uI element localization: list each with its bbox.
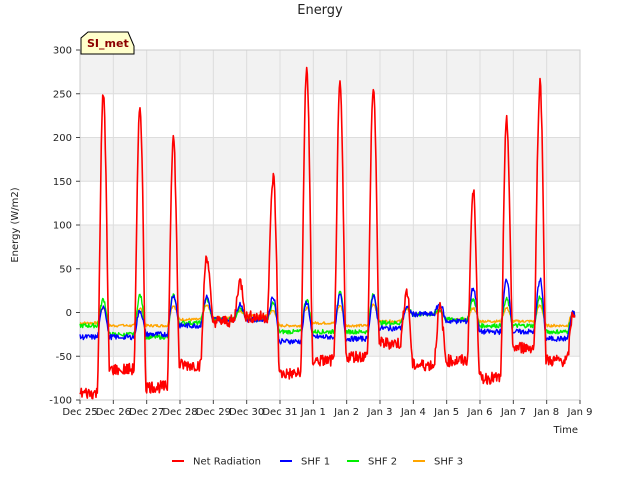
y-tick-label: 300 (53, 46, 72, 57)
site-badge-label: SI_met (87, 37, 129, 50)
x-tick-label: Jan 5 (433, 407, 459, 418)
x-tick-label: Dec 30 (229, 407, 264, 418)
x-tick-label: Jan 7 (500, 407, 526, 418)
series-line-shf-2 (79, 290, 576, 340)
series-lines (79, 66, 576, 400)
x-tick-label: Dec 31 (262, 407, 297, 418)
y-tick-label: 250 (53, 89, 72, 100)
y-tick-label: 0 (66, 308, 72, 319)
y-tick-label: 150 (53, 177, 72, 188)
x-tick-label: Dec 25 (62, 407, 97, 418)
x-tick-label: Jan 1 (300, 407, 326, 418)
x-tick-label: Jan 8 (533, 407, 559, 418)
x-tick-label: Jan 9 (567, 407, 593, 418)
x-tick-label: Jan 6 (467, 407, 493, 418)
site-badge: SI_met (80, 31, 135, 55)
series-line-net-radiation (79, 66, 576, 400)
legend-label: SHF 3 (434, 457, 463, 468)
series-line-shf-1 (79, 277, 576, 345)
x-axis-label: Time (553, 425, 578, 436)
x-tick-label: Dec 27 (129, 407, 164, 418)
x-tick-label: Jan 4 (400, 407, 426, 418)
legend-label: Net Radiation (193, 457, 261, 468)
x-tick-label: Jan 3 (367, 407, 393, 418)
chart-title: Energy (297, 3, 343, 18)
background-band (80, 137, 580, 182)
y-axis: -100 -50 0 50 100 150 200 250 300 (49, 46, 80, 407)
legend-label: SHF 1 (301, 457, 330, 468)
x-tick-label: Dec 26 (96, 407, 131, 418)
y-tick-label: 50 (59, 264, 72, 275)
x-tick-label: Dec 29 (196, 407, 231, 418)
legend: Net Radiation SHF 1 SHF 2 SHF 3 (172, 457, 463, 468)
y-tick-label: 200 (53, 133, 72, 144)
background-band (80, 50, 580, 94)
background-band (80, 225, 580, 269)
series-line-shf-3 (79, 303, 576, 328)
y-tick-label: 100 (53, 221, 72, 232)
x-tick-label: Dec 28 (162, 407, 197, 418)
y-tick-label: -100 (49, 396, 72, 407)
x-tick-label: Jan 2 (333, 407, 359, 418)
legend-label: SHF 2 (368, 457, 397, 468)
y-tick-label: -50 (56, 352, 72, 363)
y-axis-label: Energy (W/m2) (10, 187, 21, 262)
